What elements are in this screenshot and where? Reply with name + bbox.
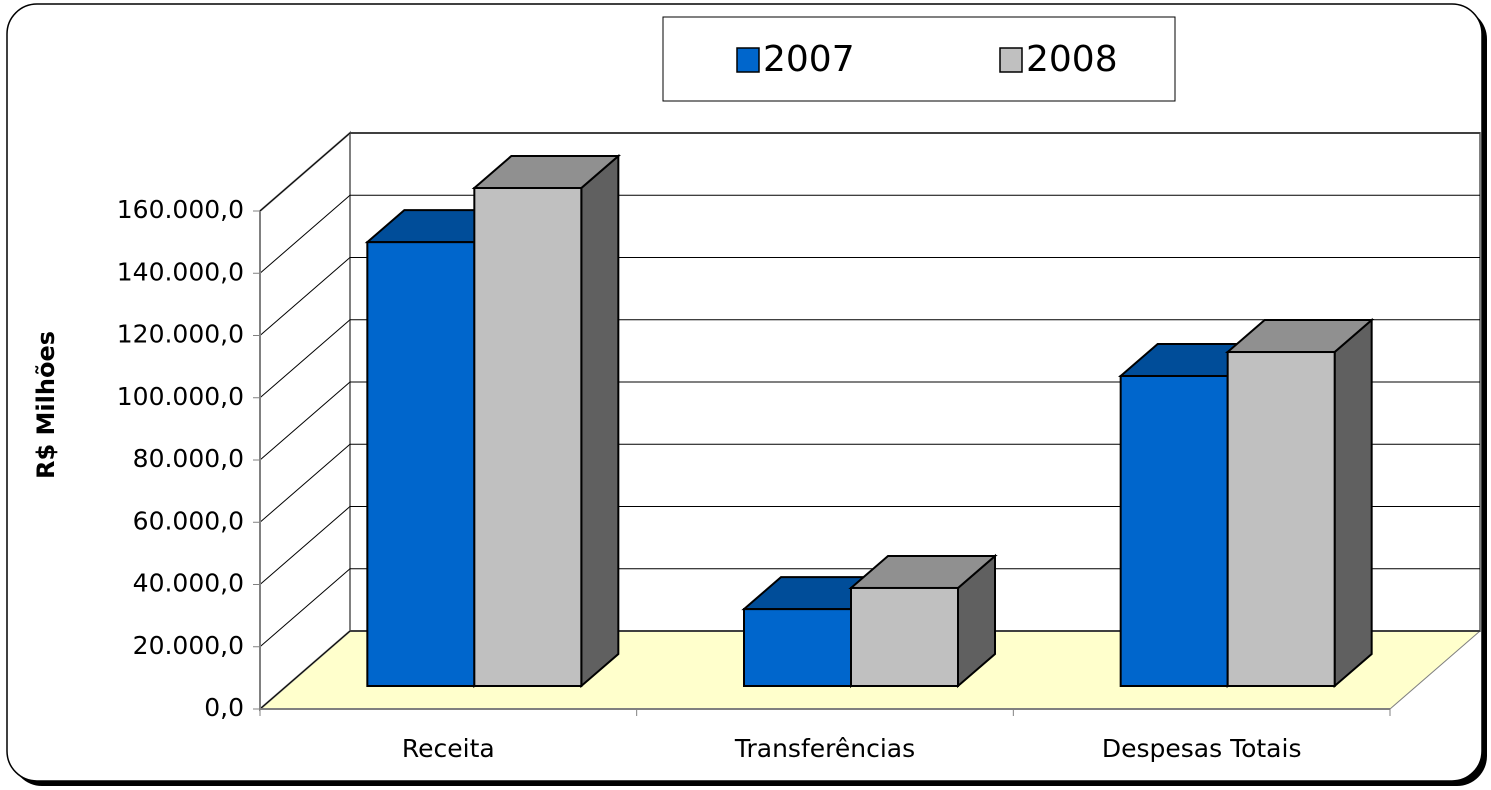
legend-swatch bbox=[999, 47, 1023, 73]
x-tick-label: Transferências bbox=[734, 734, 915, 763]
y-tick-label: 120.000,0 bbox=[117, 320, 244, 349]
grid-line bbox=[259, 319, 351, 399]
legend-swatch bbox=[736, 47, 760, 73]
y-tick-label: 100.000,0 bbox=[117, 382, 244, 411]
grid-line bbox=[259, 381, 351, 461]
grid-line bbox=[259, 630, 351, 710]
y-tick-label: 140.000,0 bbox=[117, 257, 244, 286]
grid-line bbox=[259, 443, 351, 523]
bar-front bbox=[473, 187, 583, 687]
bar-front bbox=[366, 241, 476, 687]
x-tick-label: Receita bbox=[402, 734, 495, 763]
bar bbox=[471, 153, 622, 689]
bar-front bbox=[1226, 351, 1336, 687]
y-tick-label: 80.000,0 bbox=[133, 444, 244, 473]
y-axis-label: R$ Milhões bbox=[32, 331, 60, 479]
plot-area bbox=[253, 130, 1482, 716]
bar-side bbox=[1333, 317, 1373, 689]
y-tick-label: 20.000,0 bbox=[133, 631, 244, 660]
grid-line bbox=[259, 568, 351, 648]
x-tick-label: Despesas Totais bbox=[1102, 734, 1302, 763]
grid-line bbox=[259, 132, 351, 212]
y-tick-label: 60.000,0 bbox=[133, 506, 244, 535]
y-tick-label: 40.000,0 bbox=[133, 569, 244, 598]
bar-front bbox=[1119, 374, 1229, 687]
legend-label: 2008 bbox=[1026, 39, 1118, 80]
grid-line bbox=[259, 194, 351, 274]
y-tick-label: 0,0 bbox=[204, 693, 244, 722]
legend-label: 2007 bbox=[763, 39, 855, 80]
grid-line bbox=[259, 257, 351, 336]
y-tick-label: 160.000,0 bbox=[117, 195, 244, 224]
bar bbox=[1224, 317, 1375, 689]
bar-front bbox=[743, 608, 852, 688]
grid-line bbox=[259, 506, 351, 585]
bar-side bbox=[580, 153, 620, 689]
bar-front bbox=[850, 586, 959, 687]
bar bbox=[848, 553, 998, 689]
